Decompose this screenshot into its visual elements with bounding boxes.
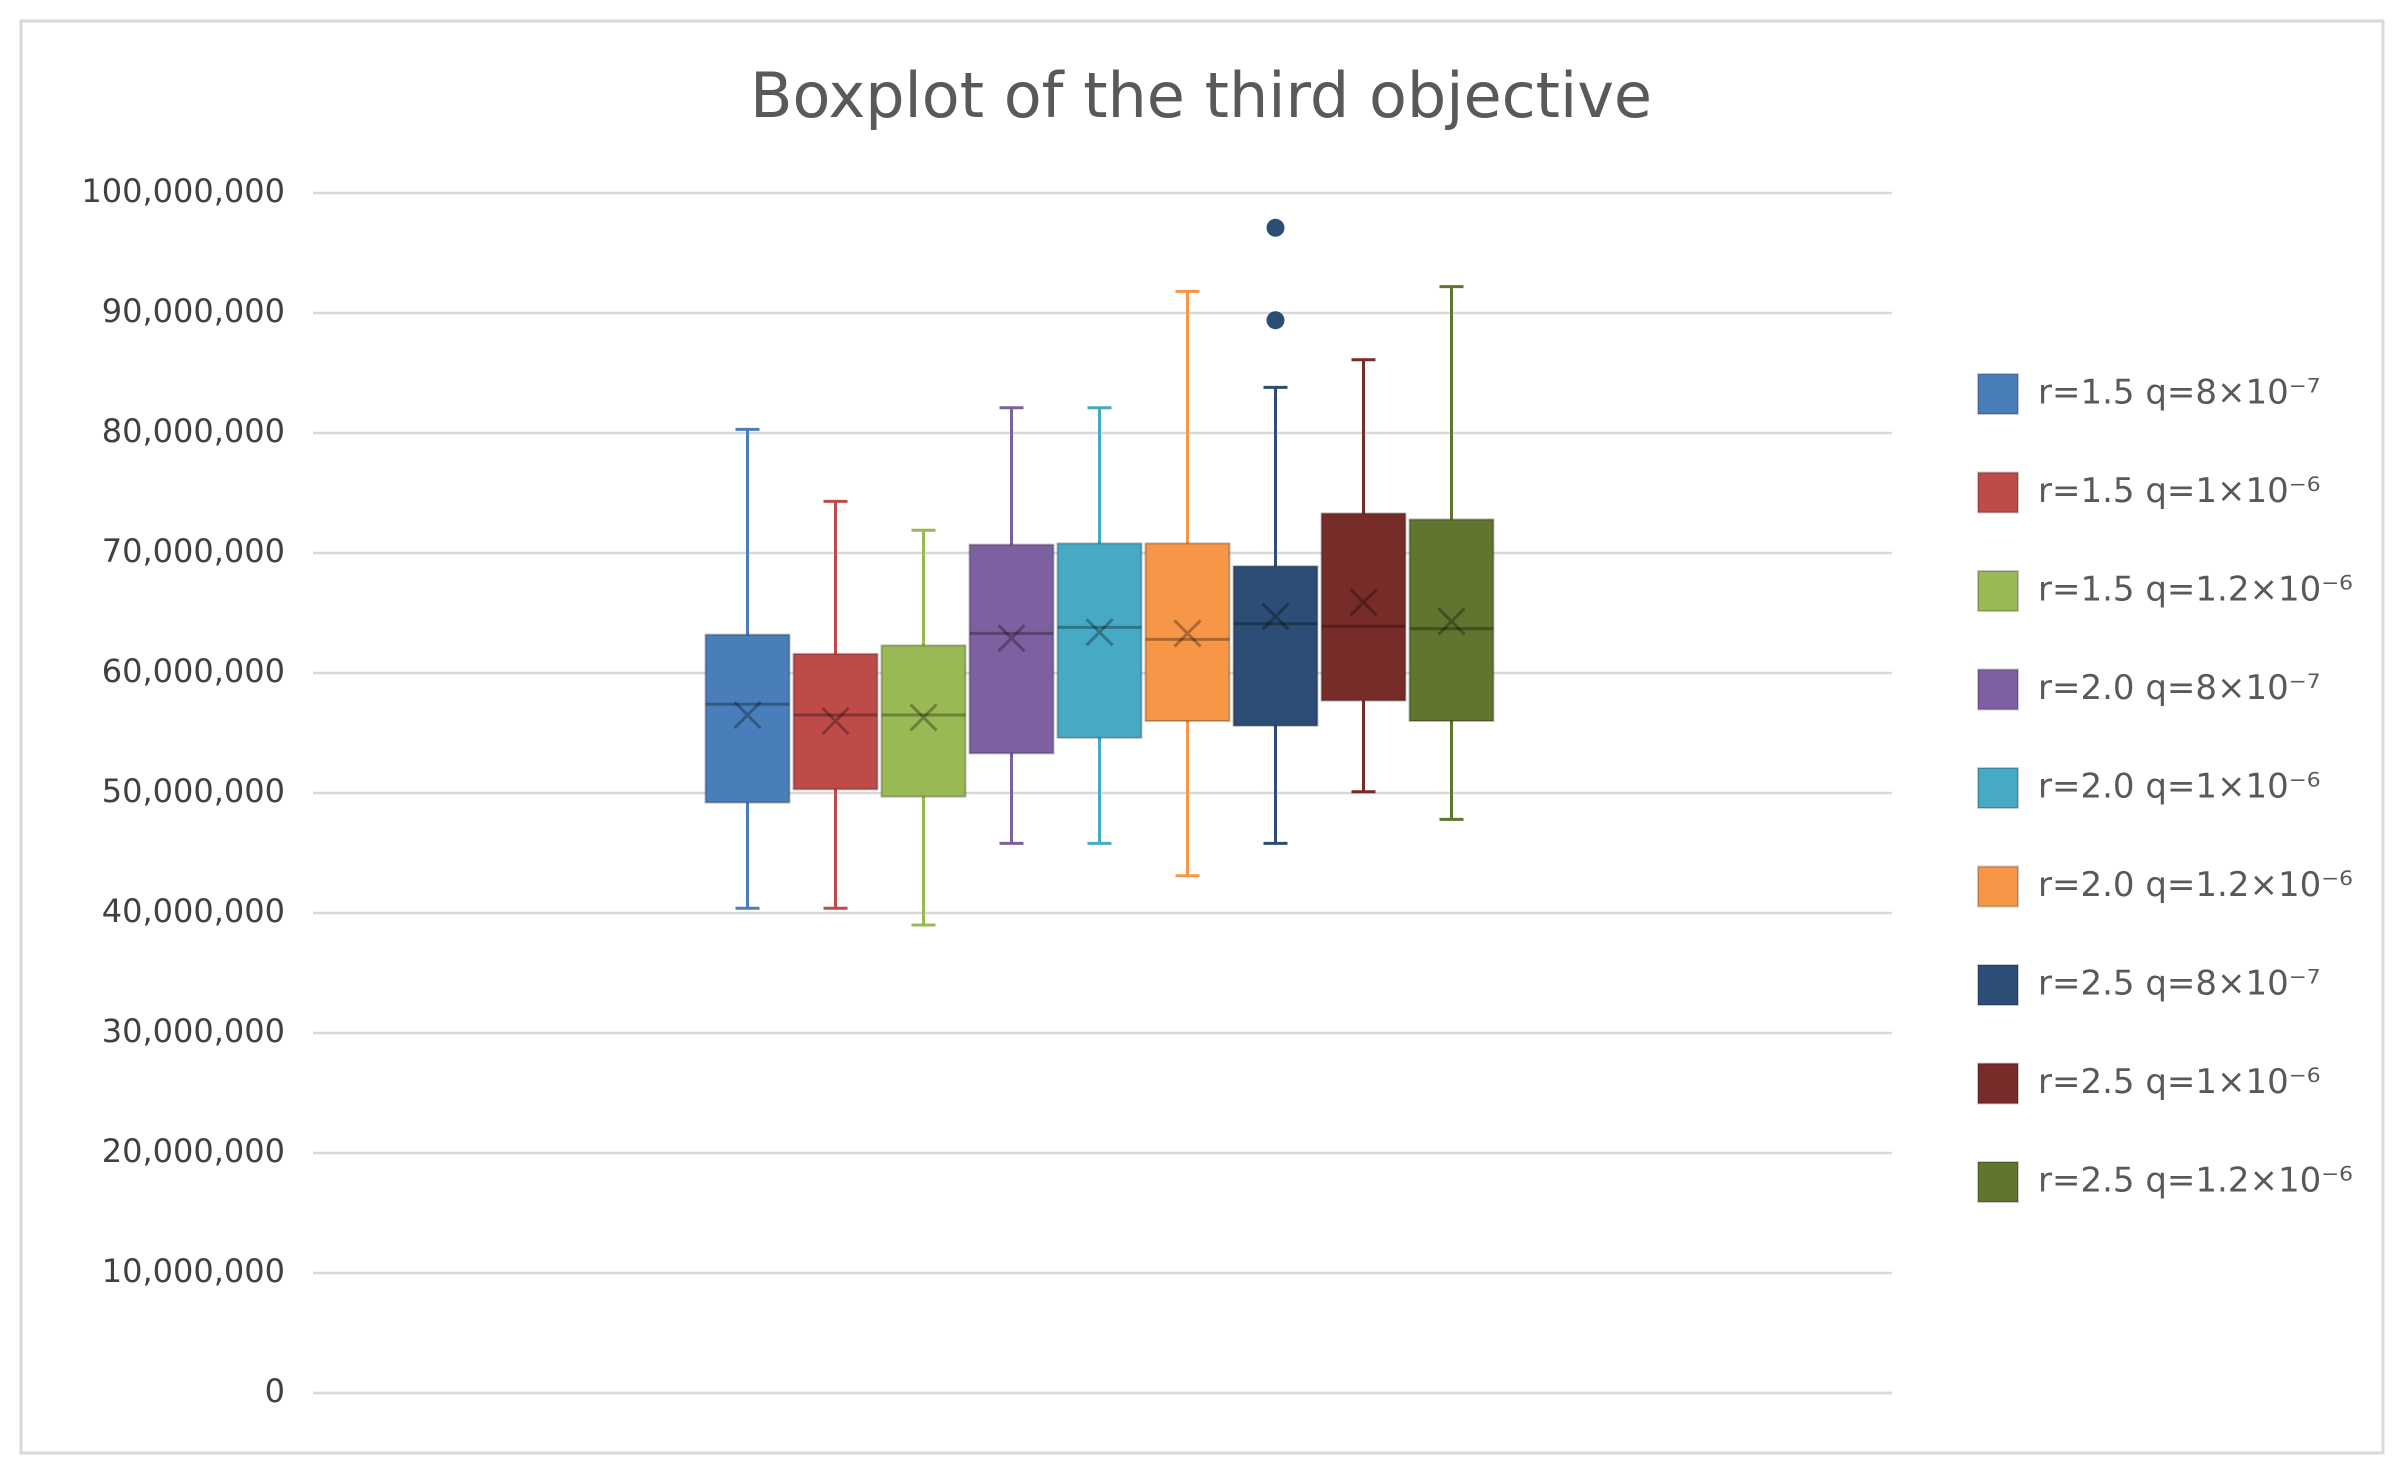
- y-tick-label: 20,000,000: [102, 1132, 285, 1170]
- legend-label: r=2.5 q=1×10⁻⁶: [2038, 1062, 2320, 1102]
- legend-label: r=1.5 q=1.2×10⁻⁶: [2038, 570, 2353, 610]
- box: [792, 652, 879, 791]
- y-tick-label: 50,000,000: [102, 772, 285, 810]
- legend-swatch: [1977, 668, 2019, 711]
- legend-label: r=2.5 q=8×10⁻⁷: [2038, 964, 2320, 1004]
- legend-swatch: [1977, 1161, 2019, 1203]
- mean-marker: [1173, 619, 1202, 648]
- box: [1056, 542, 1143, 739]
- mean-marker: [821, 706, 850, 736]
- legend-swatch: [1977, 1062, 2019, 1105]
- mean-marker: [909, 703, 938, 732]
- y-tick-label: 60,000,000: [102, 652, 285, 690]
- y-tick-label: 0: [265, 1372, 285, 1410]
- y-tick-label: 30,000,000: [102, 1012, 285, 1050]
- legend-swatch: [1977, 471, 2019, 514]
- legend-swatch: [1977, 373, 2019, 415]
- legend-label: r=1.5 q=1×10⁻⁶: [2038, 471, 2320, 511]
- mean-marker: [1349, 588, 1378, 617]
- outlier: [1266, 311, 1285, 330]
- legend-label: r=1.5 q=8×10⁻⁷: [2038, 373, 2320, 413]
- legend-swatch: [1977, 964, 2019, 1006]
- mean-marker: [1437, 607, 1466, 636]
- y-tick-label: 100,000,000: [81, 172, 285, 210]
- mean-marker: [997, 624, 1026, 653]
- box: [1144, 542, 1231, 723]
- box: [704, 633, 791, 804]
- mean-marker: [1085, 618, 1114, 647]
- y-tick-label: 40,000,000: [102, 892, 285, 930]
- legend-label: r=2.0 q=1.2×10⁻⁶: [2038, 865, 2353, 905]
- box: [1408, 518, 1495, 723]
- legend-label: r=2.5 q=1.2×10⁻⁶: [2038, 1161, 2353, 1201]
- mean-marker: [733, 700, 762, 730]
- y-tick-label: 80,000,000: [102, 412, 285, 450]
- y-tick-label: 70,000,000: [102, 532, 285, 570]
- legend-swatch: [1977, 865, 2019, 908]
- outlier: [1266, 218, 1285, 237]
- mean-marker: [1261, 602, 1290, 631]
- chart-title: Boxplot of the third objective: [750, 59, 1652, 132]
- box: [1232, 565, 1319, 727]
- legend-label: r=2.0 q=8×10⁻⁷: [2038, 668, 2320, 708]
- legend-label: r=2.0 q=1×10⁻⁶: [2038, 767, 2320, 807]
- legend-swatch: [1977, 570, 2019, 612]
- y-tick-label: 90,000,000: [102, 292, 285, 330]
- chart-frame: [19, 19, 2385, 1455]
- box: [968, 543, 1055, 755]
- legend-swatch: [1977, 767, 2019, 809]
- box: [1320, 512, 1407, 702]
- box: [880, 644, 967, 798]
- y-tick-label: 10,000,000: [102, 1252, 285, 1290]
